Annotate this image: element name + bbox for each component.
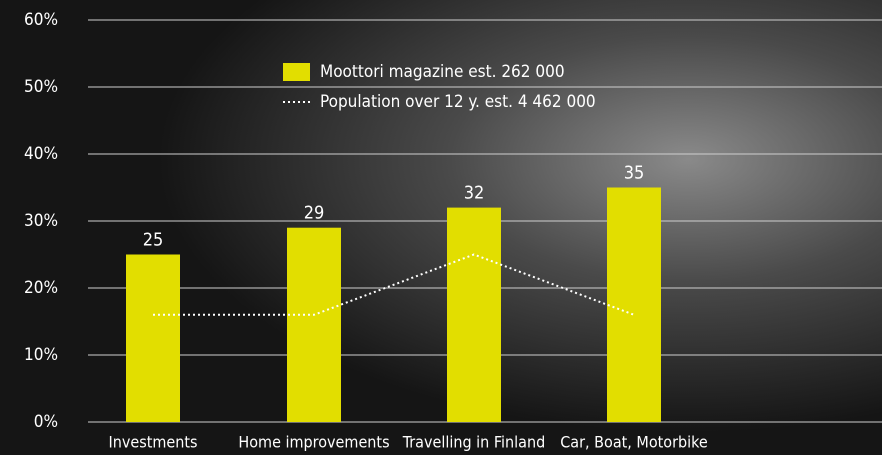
- x-tick-label: Investments: [108, 433, 197, 452]
- y-tick-label: 40%: [24, 144, 58, 164]
- data-label: 25: [143, 230, 164, 251]
- legend-swatch: [283, 63, 310, 81]
- legend-label: Moottori magazine est. 262 000: [320, 62, 565, 82]
- line: [153, 253, 635, 316]
- legend-label: Population over 12 y. est. 4 462 000: [320, 92, 596, 112]
- y-tick-label: 20%: [24, 278, 58, 298]
- x-tick-label: Car, Boat, Motorbike: [560, 433, 708, 452]
- y-tick-label: 0%: [34, 412, 58, 432]
- bar: [126, 254, 180, 422]
- y-tick-label: 50%: [24, 77, 58, 97]
- data-label: 35: [624, 163, 645, 184]
- x-tick-label: Home improvements: [238, 433, 389, 452]
- y-tick-label: 10%: [24, 345, 58, 365]
- bar: [607, 187, 661, 422]
- x-tick-label: Travelling in Finland: [402, 433, 545, 452]
- data-label: 29: [304, 203, 325, 224]
- data-label: 32: [464, 183, 485, 204]
- bar: [287, 227, 341, 422]
- y-tick-label: 60%: [24, 10, 58, 30]
- bar: [447, 207, 501, 422]
- y-tick-label: 30%: [24, 211, 58, 231]
